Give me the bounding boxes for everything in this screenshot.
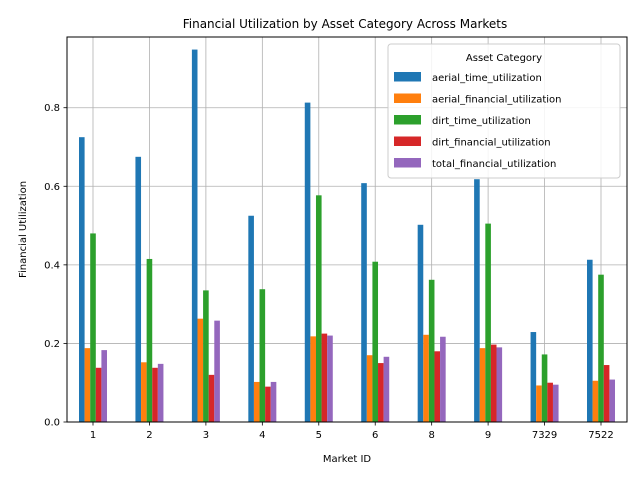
x-axis-label: Market ID — [323, 454, 372, 465]
bar-aerial-time-utilization — [361, 183, 367, 422]
x-tick-label: 3 — [203, 430, 209, 441]
y-tick-label: 0.2 — [44, 339, 60, 350]
x-tick-label: 7522 — [588, 430, 613, 441]
bar-total-financial-utilization — [270, 381, 277, 422]
bar-aerial-time-utilization — [304, 102, 311, 423]
y-tick-label: 0.0 — [44, 418, 60, 429]
legend-swatch — [394, 93, 421, 103]
legend-title: Asset Category — [466, 53, 542, 64]
bar-aerial-financial-utilization — [141, 362, 147, 422]
bar-aerial-time-utilization — [417, 224, 424, 422]
bar-total-financial-utilization — [383, 356, 390, 422]
x-tick-label: 8 — [428, 430, 434, 441]
bar-dirt-time-utilization — [428, 279, 435, 422]
bar-dirt-financial-utilization — [208, 374, 215, 422]
legend-swatch — [394, 115, 421, 125]
bar-dirt-time-utilization — [372, 261, 379, 422]
bar-aerial-time-utilization — [530, 332, 537, 422]
bar-total-financial-utilization — [101, 350, 107, 422]
legend-label: total_financial_utilization — [432, 159, 556, 170]
x-tick-label: 7329 — [532, 430, 557, 441]
x-tick-label: 9 — [485, 430, 491, 441]
bar-dirt-financial-utilization — [265, 386, 271, 422]
y-tick-label: 0.8 — [44, 103, 60, 114]
x-tick-label: 6 — [372, 430, 378, 441]
legend-label: aerial_financial_utilization — [432, 95, 562, 106]
bar-aerial-financial-utilization — [479, 348, 486, 422]
bar-dirt-financial-utilization — [152, 367, 158, 422]
bar-dirt-time-utilization — [541, 354, 548, 422]
bar-aerial-financial-utilization — [253, 381, 260, 422]
bar-aerial-financial-utilization — [423, 334, 429, 422]
bar-dirt-time-utilization — [259, 289, 266, 422]
bar-aerial-financial-utilization — [366, 355, 373, 422]
bar-aerial-time-utilization — [474, 179, 480, 422]
legend-swatch — [394, 158, 421, 168]
bar-total-financial-utilization — [440, 336, 446, 422]
x-axis: 1 2 3 4 5 6 8 9 7329 7522 — [90, 422, 614, 441]
bar-dirt-time-utilization — [485, 223, 491, 422]
bar-dirt-time-utilization — [90, 233, 96, 422]
bar-aerial-financial-utilization — [536, 385, 542, 422]
bar-dirt-time-utilization — [203, 290, 209, 422]
legend-label: dirt_time_utilization — [432, 116, 531, 127]
legend-swatch — [394, 72, 421, 82]
bar-aerial-financial-utilization — [592, 380, 599, 422]
bar-dirt-time-utilization — [146, 258, 153, 422]
chart-title: Financial Utilization by Asset Category … — [183, 17, 508, 31]
bar-dirt-time-utilization — [598, 274, 604, 422]
legend-swatch — [394, 136, 421, 146]
y-axis: 0.0 0.2 0.4 0.6 0.8 — [44, 103, 67, 429]
bar-aerial-time-utilization — [248, 215, 254, 422]
bar-aerial-time-utilization — [135, 156, 142, 422]
bar-aerial-time-utilization — [191, 49, 198, 422]
bar-aerial-financial-utilization — [84, 348, 91, 422]
bar-dirt-financial-utilization — [95, 367, 102, 422]
bar-dirt-financial-utilization — [490, 344, 497, 422]
legend-label: dirt_financial_utilization — [432, 138, 551, 149]
y-axis-label: Financial Utilization — [18, 181, 29, 278]
x-tick-label: 4 — [259, 430, 265, 441]
bar-dirt-financial-utilization — [547, 382, 553, 422]
bar-total-financial-utilization — [327, 335, 333, 422]
y-tick-label: 0.6 — [44, 182, 60, 193]
bar-aerial-financial-utilization — [310, 336, 316, 422]
bar-dirt-time-utilization — [315, 195, 322, 422]
bar-total-financial-utilization — [214, 320, 220, 422]
bar-dirt-financial-utilization — [603, 365, 610, 422]
bar-dirt-financial-utilization — [378, 363, 384, 422]
bar-total-financial-utilization — [609, 379, 615, 422]
bar-total-financial-utilization — [496, 347, 503, 422]
bar-dirt-financial-utilization — [434, 351, 441, 422]
bar-aerial-financial-utilization — [197, 318, 204, 422]
bar-aerial-time-utilization — [79, 137, 85, 422]
legend-label: aerial_time_utilization — [432, 73, 542, 84]
bar-total-financial-utilization — [552, 384, 559, 422]
bar-aerial-time-utilization — [587, 259, 593, 422]
plot-frame — [66, 36, 628, 423]
legend: Asset Category aerial_time_utilizationaer… — [387, 43, 621, 179]
x-tick-label: 2 — [146, 430, 152, 441]
x-tick-label: 1 — [90, 430, 96, 441]
bar-dirt-financial-utilization — [321, 333, 328, 422]
bar-total-financial-utilization — [157, 363, 164, 422]
bars — [79, 49, 615, 423]
y-tick-label: 0.4 — [44, 260, 60, 271]
x-tick-label: 5 — [316, 430, 322, 441]
legend-box — [387, 43, 621, 179]
